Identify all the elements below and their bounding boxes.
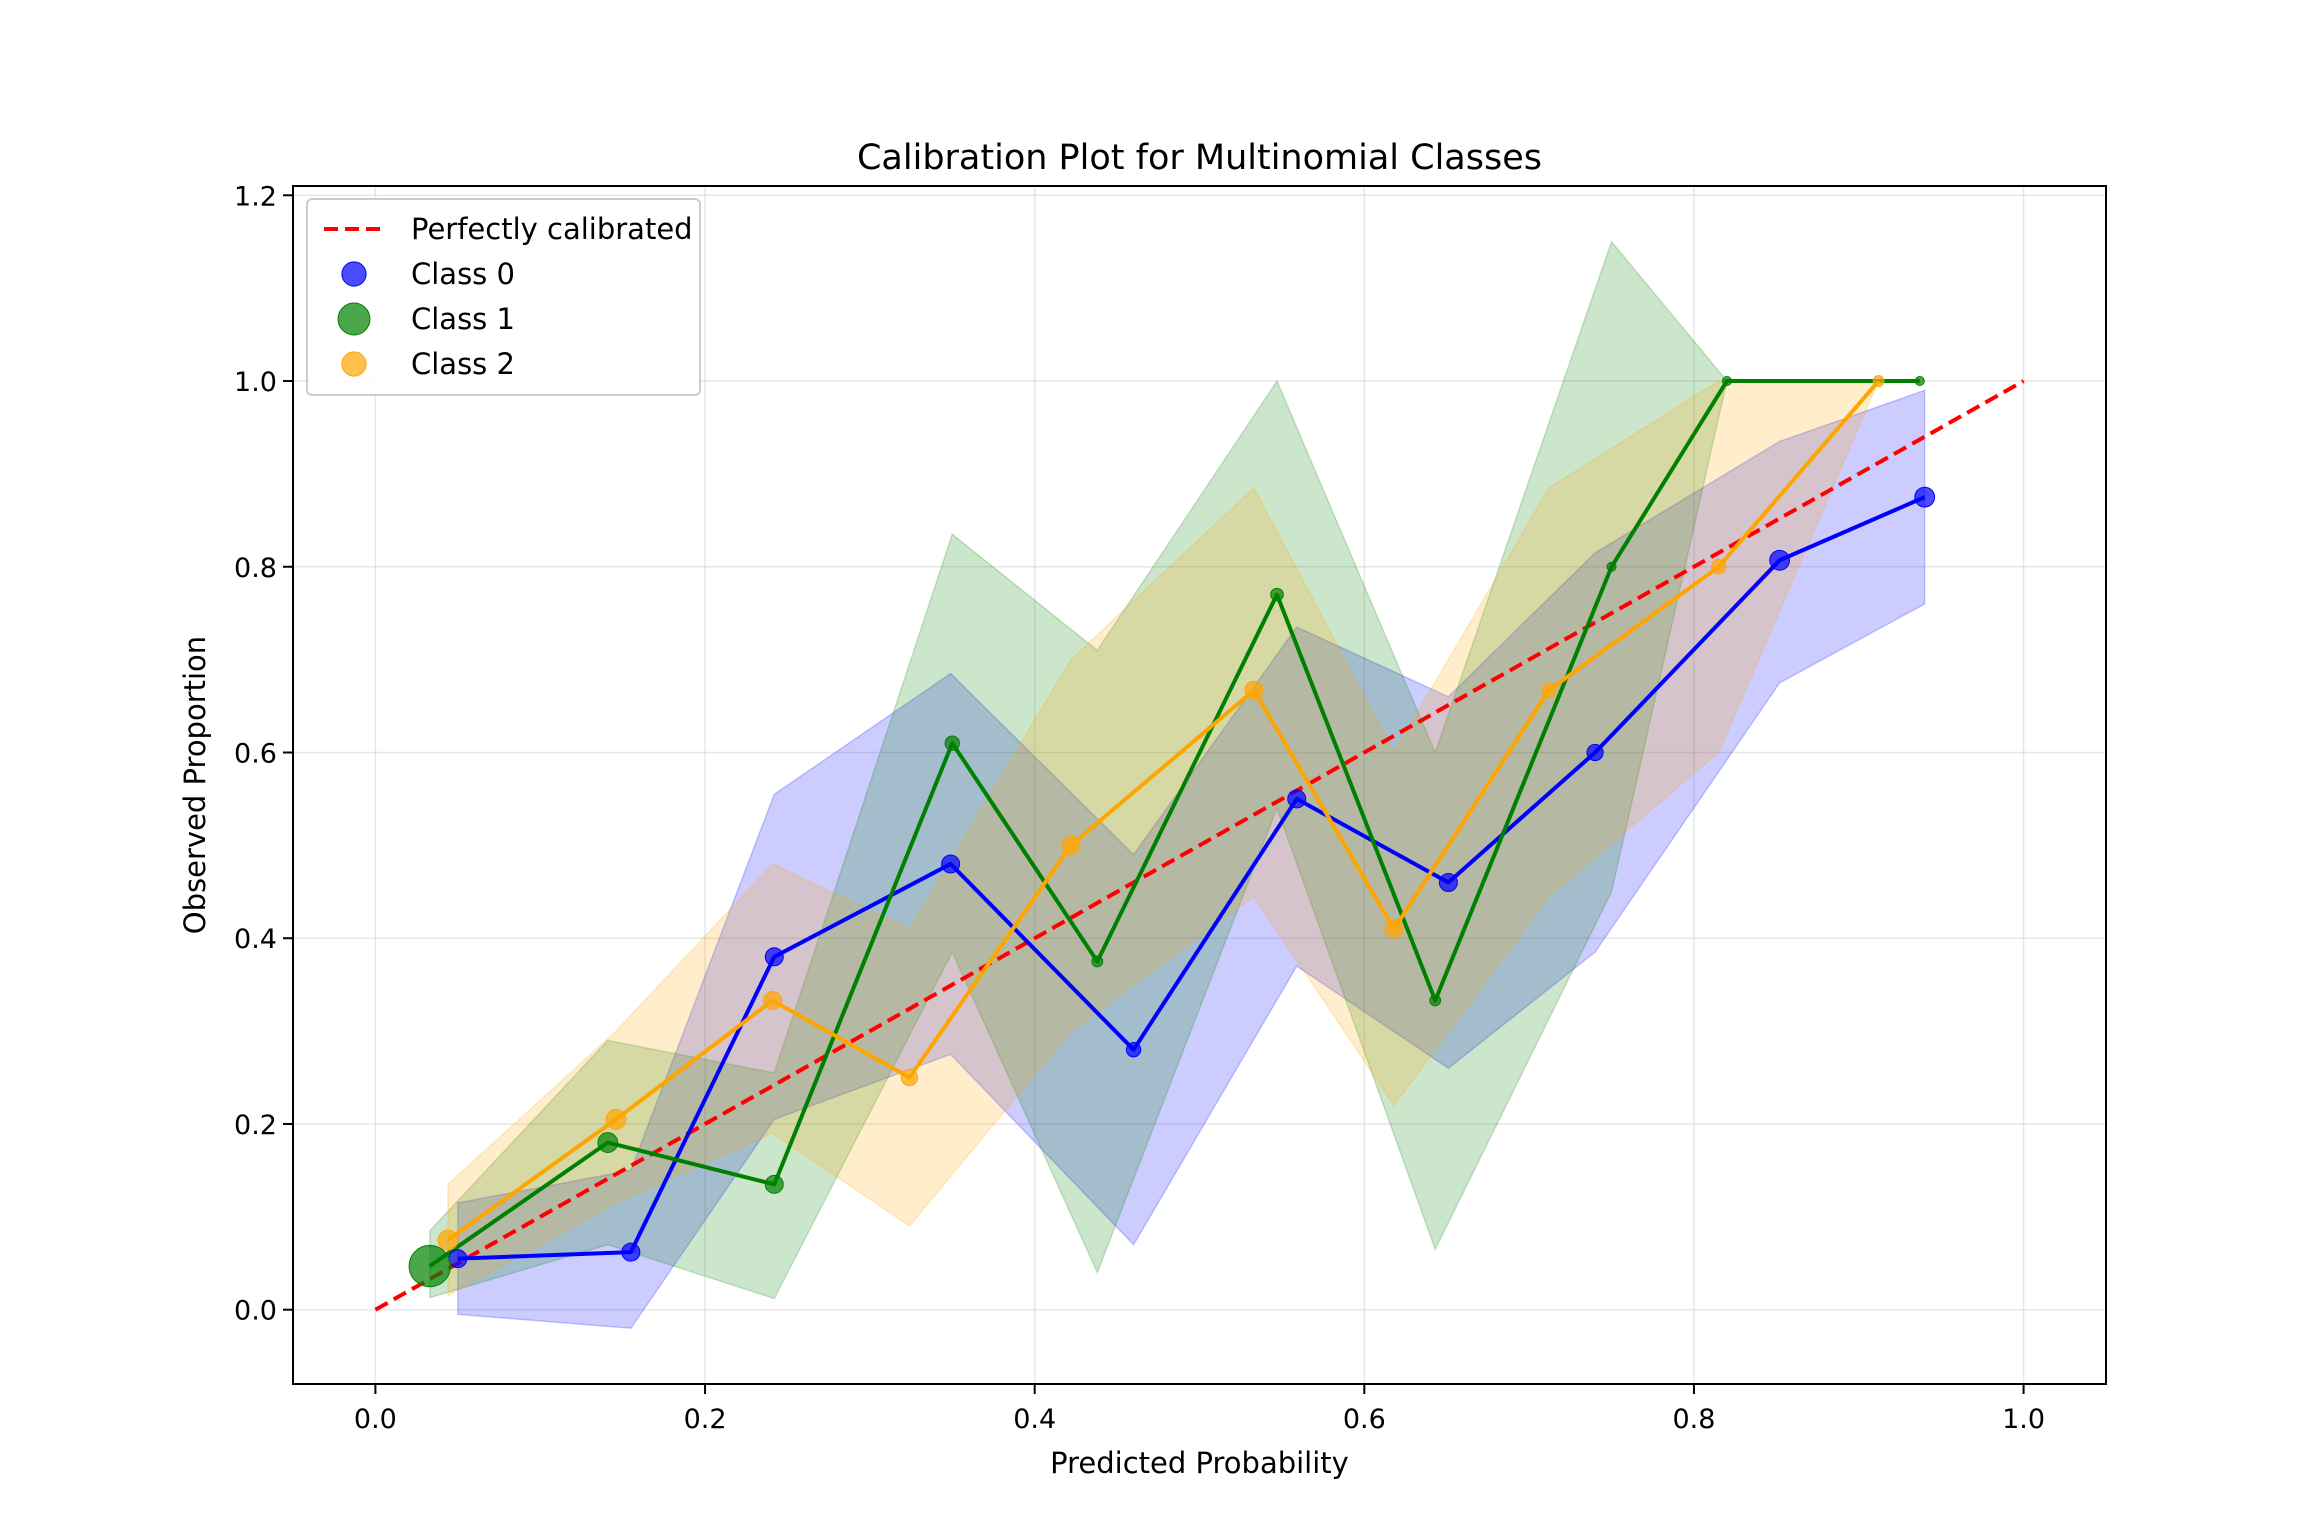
legend-label-class-2: Class 2 [411,347,515,381]
x-tick-label: 0.8 [1672,1404,1715,1435]
class-0-point [621,1242,641,1262]
class-2-point [1710,559,1727,575]
class-2-line [446,379,1881,1242]
legend-label-class-0: Class 0 [411,257,515,291]
class-2-point [1061,835,1081,855]
class-0-point [1769,549,1791,571]
y-axis-label: Observed Proportion [178,636,212,934]
plot-frame [292,185,2107,1385]
class-2-point [1541,682,1557,698]
class-1-point [408,1244,451,1288]
class-0-confidence-band [457,389,1926,1330]
legend-label-perfectly-calibrated: Perfectly calibrated [411,212,693,246]
class-1-point [1091,955,1104,968]
series-points [408,375,1936,1288]
x-tick-label: 0.2 [684,1404,727,1435]
x-axis-label: Predicted Probability [1050,1446,1349,1480]
class-2-point [437,1229,459,1251]
x-tick-label: 0.0 [354,1404,397,1435]
class-1-point [1914,376,1925,387]
legend-label-class-1: Class 1 [411,302,515,336]
legend: Perfectly calibrated Class 0 Class 1 Class … [306,198,701,396]
class-2-point [605,1108,627,1130]
series-lines [428,379,1926,1268]
class-1-point [944,735,960,751]
class-1-point [1270,587,1284,602]
y-tick-label: 1.0 [234,367,277,398]
legend-swatch-class-2 [341,351,367,377]
class-0-point [764,947,784,967]
class-1-point [1606,561,1617,572]
class-0-point [1586,743,1604,762]
chart-title: Calibration Plot for Multinomial Classes [857,138,1542,178]
x-tick-label: 0.4 [1013,1404,1056,1435]
legend-swatch-class-1 [337,302,371,336]
class-0-point [1438,873,1458,893]
class-0-point [1125,1041,1142,1058]
class-0-point [448,1249,468,1269]
class-0-point [1287,789,1307,809]
y-tick-label: 0.6 [234,738,277,769]
class-1-point [1429,994,1442,1007]
y-tick-label: 0.8 [234,553,277,584]
class-0-point [1914,486,1936,508]
legend-swatch-class-0 [341,261,367,287]
class-1-point [597,1132,619,1153]
class-2-point [900,1068,919,1087]
y-tick-label: 1.2 [234,181,277,212]
y-tick-label: 0.4 [234,924,277,955]
x-tick-label: 1.0 [2002,1404,2045,1435]
class-2-point [1244,680,1264,700]
legend-box [306,198,701,396]
class-0-point [941,854,961,874]
y-tick-label: 0.0 [234,1296,277,1327]
class-1-line [428,379,1920,1268]
axis-ticks: 0.0 0.2 0.4 0.6 0.8 1.0 0.0 0.2 0.4 0.6 0.8 1.0 1.2 [234,181,2045,1435]
class-2-point [1384,919,1404,939]
class-0-line [457,495,1926,1261]
class-2-point [1872,375,1885,387]
class-1-point [1721,376,1732,387]
class-2-point [763,990,783,1010]
y-tick-label: 0.2 [234,1110,277,1141]
x-tick-label: 0.6 [1343,1404,1386,1435]
class-1-point [764,1174,784,1194]
